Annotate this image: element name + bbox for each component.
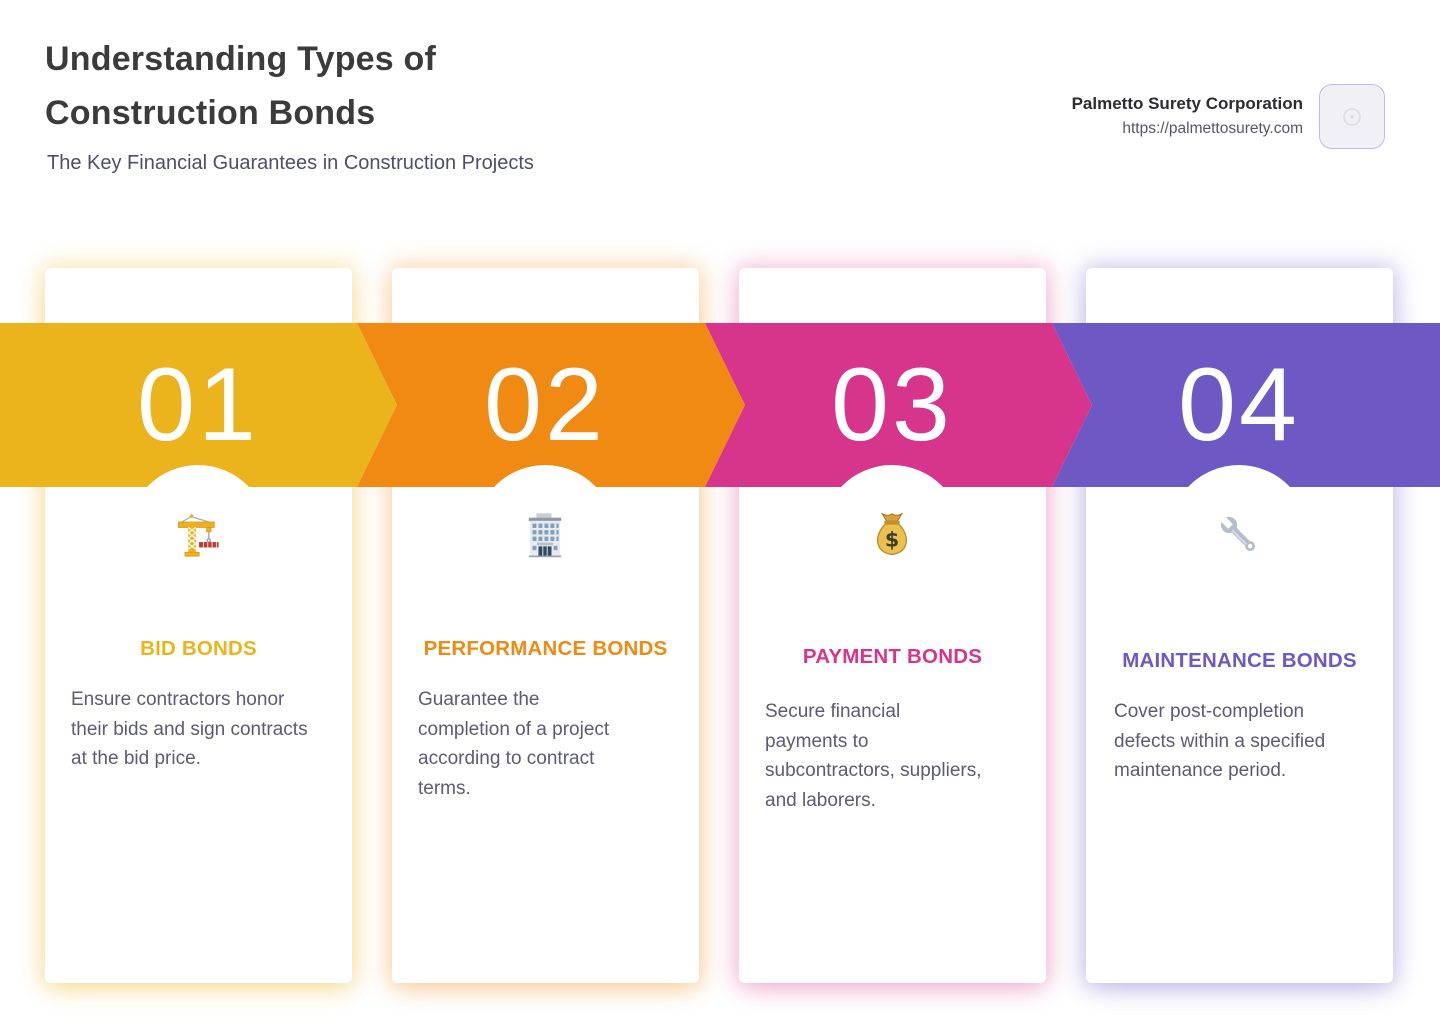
card-description-performance-bonds: Guarantee the completion of a project ac… <box>418 689 610 799</box>
construction-crane-icon <box>172 509 224 561</box>
band-segment-4 <box>1052 323 1440 487</box>
step-number-1: 01 <box>137 346 259 463</box>
page-title-line-1: Understanding Types of <box>45 40 437 78</box>
page-title-line-2: Construction Bonds <box>45 94 376 132</box>
brand-name: Palmetto Surety Corporation <box>1071 93 1303 113</box>
image-placeholder-icon <box>1343 107 1361 126</box>
card-description-bid-bonds: Ensure contractors honor their bids and … <box>71 689 308 769</box>
card-heading-bid-bonds: BID BONDS <box>140 637 257 660</box>
brand-text: Palmetto Surety Corporation https://palm… <box>1072 92 1303 142</box>
money-bag-icon: $ <box>866 509 918 561</box>
card-description-maintenance-bonds: Cover post-completion defects within a s… <box>1114 701 1326 781</box>
card-heading-payment-bonds: PAYMENT BONDS <box>802 645 983 668</box>
page-title: Understanding Types of Construction Bond… <box>45 32 436 140</box>
office-building-icon <box>519 509 571 561</box>
svg-text:$: $ <box>885 527 899 551</box>
card-description-payment-bonds: Secure financial payments to subcontract… <box>765 701 982 811</box>
step-number-2: 02 <box>484 346 606 463</box>
icon-notch-1 <box>128 465 268 605</box>
band-segment-2 <box>357 323 745 487</box>
step-number-3: 03 <box>831 346 953 463</box>
wrench-icon <box>1213 509 1265 561</box>
brand-logo-placeholder <box>1319 84 1385 149</box>
steps-band: 01 02 03 04 <box>0 323 1440 487</box>
brand-block: Palmetto Surety Corporation https://palm… <box>1072 84 1385 149</box>
brand-url-link[interactable]: https://palmettosurety.com <box>1122 119 1303 137</box>
card-heading-maintenance-bonds: MAINTENANCE BONDS <box>1122 649 1357 672</box>
step-number-4: 04 <box>1178 346 1300 463</box>
band-segment-1 <box>0 323 397 487</box>
page-subtitle: The Key Financial Guarantees in Construc… <box>47 152 534 174</box>
card-heading-performance-bonds: PERFORMANCE BONDS <box>423 637 668 660</box>
band-segment-3 <box>705 323 1092 487</box>
